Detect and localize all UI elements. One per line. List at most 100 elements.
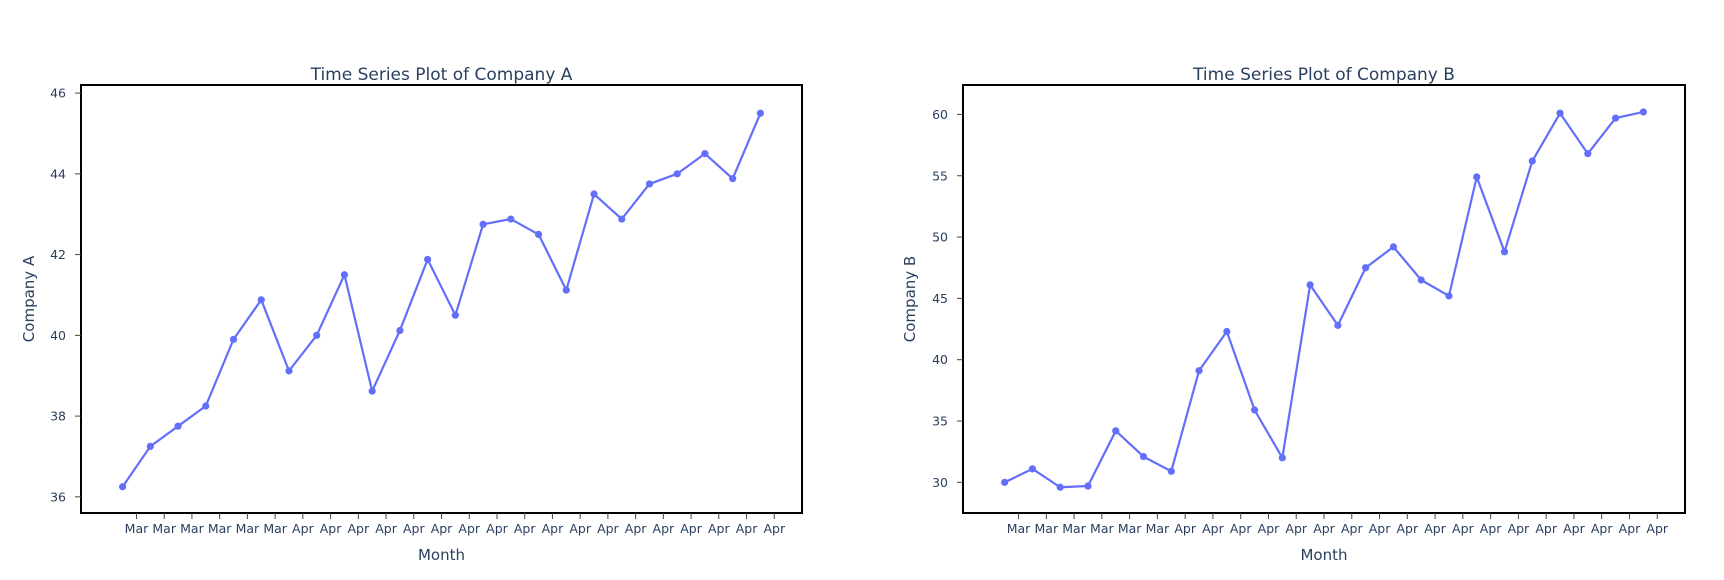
y-tick-label: 60 <box>932 107 948 122</box>
series-company-b <box>1001 108 1647 491</box>
y-ticks-company-b: 30 35 40 45 50 55 60 <box>932 107 963 490</box>
x-tick-label: Apr <box>1480 521 1502 536</box>
data-point <box>202 402 210 410</box>
x-axis-label-company-b: Month <box>1300 546 1347 564</box>
data-point <box>1389 243 1398 251</box>
x-tick-label: Apr <box>458 521 480 536</box>
x-tick-label: Apr <box>736 521 758 536</box>
x-tick-label: Mar <box>1146 521 1170 536</box>
x-tick-label: Mar <box>208 521 232 536</box>
x-tick-label: Apr <box>1591 521 1613 536</box>
x-tick-label: Apr <box>1341 521 1363 536</box>
data-point <box>1167 467 1175 475</box>
plot-area-company-b <box>962 84 1686 514</box>
x-tick-label: Mar <box>1118 521 1142 536</box>
x-tick-label: Apr <box>431 521 453 536</box>
data-point <box>1556 109 1564 117</box>
data-point <box>1445 292 1453 300</box>
data-point <box>479 220 487 228</box>
x-tick-label: Mar <box>1035 521 1059 536</box>
x-tick-label: Mar <box>1007 521 1031 536</box>
data-point <box>673 170 681 178</box>
x-tick-label: Apr <box>1424 521 1446 536</box>
data-point <box>1139 452 1148 461</box>
series-line-company-a <box>121 112 762 488</box>
data-point <box>368 387 376 395</box>
data-point <box>1195 367 1203 375</box>
x-tick-label: Apr <box>569 521 591 536</box>
chart-company-b: Time Series Plot of Company B Month Comp… <box>901 65 1686 564</box>
data-point <box>1611 114 1620 122</box>
data-point <box>1250 406 1259 414</box>
data-point <box>1278 454 1286 462</box>
data-point <box>229 335 238 343</box>
data-point <box>507 215 515 223</box>
x-tick-label: Mar <box>152 521 176 536</box>
x-tick-label: Apr <box>542 521 564 536</box>
x-axis-label-company-a: Month <box>418 546 465 564</box>
data-point <box>1306 281 1314 289</box>
data-point <box>424 255 432 264</box>
data-point <box>534 230 543 238</box>
x-tick-label: Apr <box>1452 521 1474 536</box>
data-point <box>1056 483 1064 491</box>
data-point <box>1473 173 1481 181</box>
series-company-a <box>118 109 765 491</box>
x-tick-label: Apr <box>1285 521 1307 536</box>
data-point <box>1417 276 1425 284</box>
data-point <box>1362 264 1370 272</box>
data-point <box>1084 482 1092 490</box>
data-point <box>1028 465 1037 473</box>
y-tick-label: 45 <box>932 291 948 306</box>
data-point <box>1112 427 1120 435</box>
data-point <box>590 190 598 198</box>
data-point <box>1528 157 1536 165</box>
x-tick-label: Apr <box>292 521 314 536</box>
x-tick-label: Apr <box>514 521 536 536</box>
y-tick-label: 40 <box>50 328 66 343</box>
y-tick-label: 46 <box>50 86 66 101</box>
x-tick-label: Mar <box>180 521 204 536</box>
x-tick-label: Apr <box>1563 521 1585 536</box>
x-tick-label: Apr <box>1535 521 1557 536</box>
x-tick-label: Mar <box>1090 521 1114 536</box>
x-tick-label: Apr <box>1396 521 1418 536</box>
x-tick-label: Apr <box>1646 521 1668 536</box>
y-tick-label: 38 <box>50 409 66 424</box>
data-point <box>174 422 182 430</box>
x-tick-label: Apr <box>320 521 342 536</box>
x-tick-label: Apr <box>403 521 425 536</box>
x-tick-label: Apr <box>680 521 702 536</box>
x-tick-label: Apr <box>653 521 675 536</box>
x-tick-label: Apr <box>625 521 647 536</box>
data-point <box>257 296 265 304</box>
x-tick-label: Apr <box>763 521 785 536</box>
x-tick-label: Apr <box>375 521 397 536</box>
x-ticks-company-b: Mar Mar Mar Mar Mar Mar Apr Apr Apr Apr Apr Apr Apr A… <box>1007 513 1669 536</box>
y-tick-label: 36 <box>50 489 66 504</box>
data-point <box>1001 478 1009 486</box>
data-point <box>396 326 404 335</box>
y-axis-label-company-a: Company A <box>20 255 38 342</box>
data-point <box>756 109 765 117</box>
series-line-company-b <box>1004 110 1644 489</box>
data-point <box>645 180 654 188</box>
data-point <box>562 286 570 294</box>
x-tick-label: Apr <box>486 521 508 536</box>
data-point <box>729 175 737 183</box>
data-point <box>1334 321 1342 329</box>
chart-title-company-b: Time Series Plot of Company B <box>1192 65 1455 85</box>
data-point <box>1223 327 1231 336</box>
y-tick-label: 35 <box>932 414 948 429</box>
y-tick-label: 30 <box>932 475 948 490</box>
data-point <box>618 215 626 223</box>
data-point <box>146 442 154 450</box>
y-axis-label-company-b: Company B <box>901 256 919 342</box>
x-tick-label: Apr <box>1174 521 1196 536</box>
y-tick-label: 40 <box>932 352 948 367</box>
data-point <box>313 331 321 339</box>
x-tick-label: Apr <box>597 521 619 536</box>
data-point <box>340 271 349 279</box>
data-point <box>1500 248 1509 256</box>
